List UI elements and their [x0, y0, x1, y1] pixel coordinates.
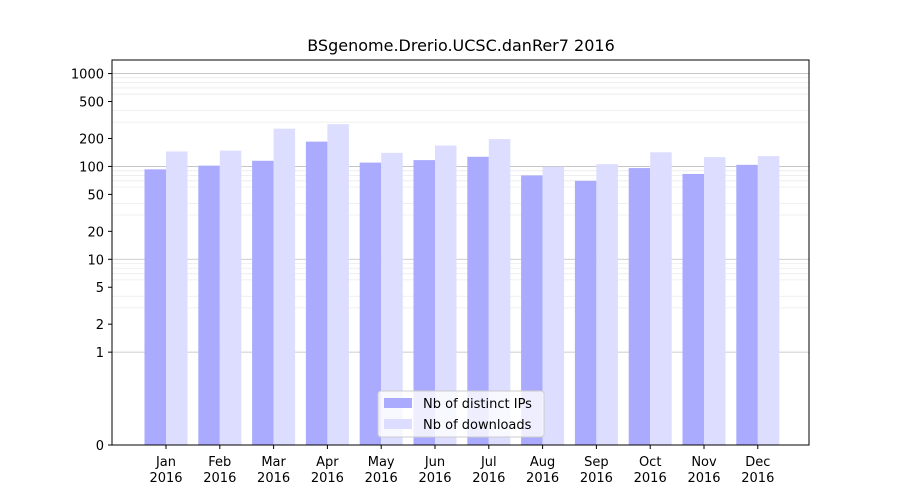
x-tick-label-month: Sep — [584, 455, 609, 470]
y-tick-label: 1 — [96, 346, 104, 361]
y-tick-label: 500 — [79, 96, 104, 111]
bar-distinct-ips-dec — [736, 164, 758, 445]
x-tick-label-month: Jun — [424, 455, 445, 470]
x-tick-label-year: 2016 — [257, 471, 290, 486]
bar-distinct-ips-jan — [144, 169, 166, 445]
plot-frame — [111, 59, 810, 446]
x-tick-label-year: 2016 — [311, 471, 344, 486]
bar-downloads-jun — [435, 145, 457, 445]
x-tick-label-year: 2016 — [741, 471, 774, 486]
legend-label-downloads: Nb of downloads — [423, 418, 532, 433]
x-tick-label-year: 2016 — [526, 471, 559, 486]
bar-distinct-ips-mar — [252, 160, 274, 445]
bar-downloads-mar — [273, 128, 296, 445]
y-tick-label: 10 — [87, 253, 104, 268]
x-tick-label-year: 2016 — [687, 471, 720, 486]
y-tick-label: 1000 — [71, 68, 104, 83]
bar-downloads-feb — [219, 150, 242, 445]
legend: Nb of distinct IPs Nb of downloads — [377, 390, 545, 438]
x-tick-label-month: Mar — [261, 455, 286, 470]
y-tick-label: 50 — [87, 188, 104, 203]
x-tick-label-month: Oct — [639, 455, 661, 470]
y-tick-label: 100 — [79, 160, 104, 175]
x-tick-label-year: 2016 — [580, 471, 613, 486]
x-tick-label-year: 2016 — [203, 471, 236, 486]
bar-downloads-jan — [166, 151, 188, 445]
y-tick-label: 200 — [79, 132, 104, 147]
y-tick-label: 2 — [96, 318, 104, 333]
x-tick-label-year: 2016 — [634, 471, 667, 486]
bar-downloads-dec — [757, 156, 780, 446]
legend-swatch-downloads — [384, 419, 412, 429]
x-tick-label-month: Jan — [155, 455, 176, 470]
bar-downloads-aug — [542, 166, 565, 445]
bar-distinct-ips-aug — [521, 175, 543, 446]
x-tick-label-year: 2016 — [418, 471, 451, 486]
x-tick-label-month: Feb — [208, 455, 231, 470]
chart-title: BSgenome.Drerio.UCSC.danRer7 2016 — [307, 36, 615, 55]
bar-downloads-jul — [488, 139, 511, 445]
bars-layer — [144, 124, 780, 446]
x-tick-label-month: Dec — [745, 455, 770, 470]
bar-distinct-ips-sep — [574, 180, 597, 446]
y-tick-label: 20 — [87, 225, 104, 240]
x-tick-label-year: 2016 — [149, 471, 182, 486]
bar-downloads-nov — [704, 157, 726, 445]
x-tick-label-month: Apr — [316, 455, 339, 470]
x-tick-label-year: 2016 — [365, 471, 398, 486]
legend-swatch-distinct-ips — [384, 398, 412, 408]
bar-distinct-ips-apr — [305, 141, 328, 446]
legend-box — [377, 390, 545, 438]
y-tick-label: 0 — [96, 439, 104, 454]
bar-distinct-ips-nov — [682, 173, 704, 446]
ticks-layer: Jan2016Feb2016Mar2016Apr2016May2016Jun20… — [71, 68, 774, 486]
bar-distinct-ips-jul — [467, 156, 489, 446]
x-tick-label-year: 2016 — [472, 471, 505, 486]
legend-label-distinct-ips: Nb of distinct IPs — [423, 397, 532, 412]
x-tick-label-month: Nov — [691, 455, 717, 470]
x-tick-label-month: May — [368, 455, 395, 470]
bar-downloads-may — [381, 152, 403, 445]
bar-distinct-ips-oct — [628, 168, 651, 445]
y-tick-label: 5 — [96, 281, 104, 296]
bar-distinct-ips-jun — [413, 160, 435, 445]
bar-distinct-ips-feb — [198, 165, 220, 446]
bar-distinct-ips-may — [359, 162, 382, 446]
bar-downloads-apr — [327, 124, 349, 445]
bar-downloads-oct — [650, 152, 672, 445]
x-tick-label-month: Jul — [480, 455, 497, 470]
x-tick-label-month: Aug — [530, 455, 555, 470]
bar-downloads-sep — [596, 164, 618, 445]
